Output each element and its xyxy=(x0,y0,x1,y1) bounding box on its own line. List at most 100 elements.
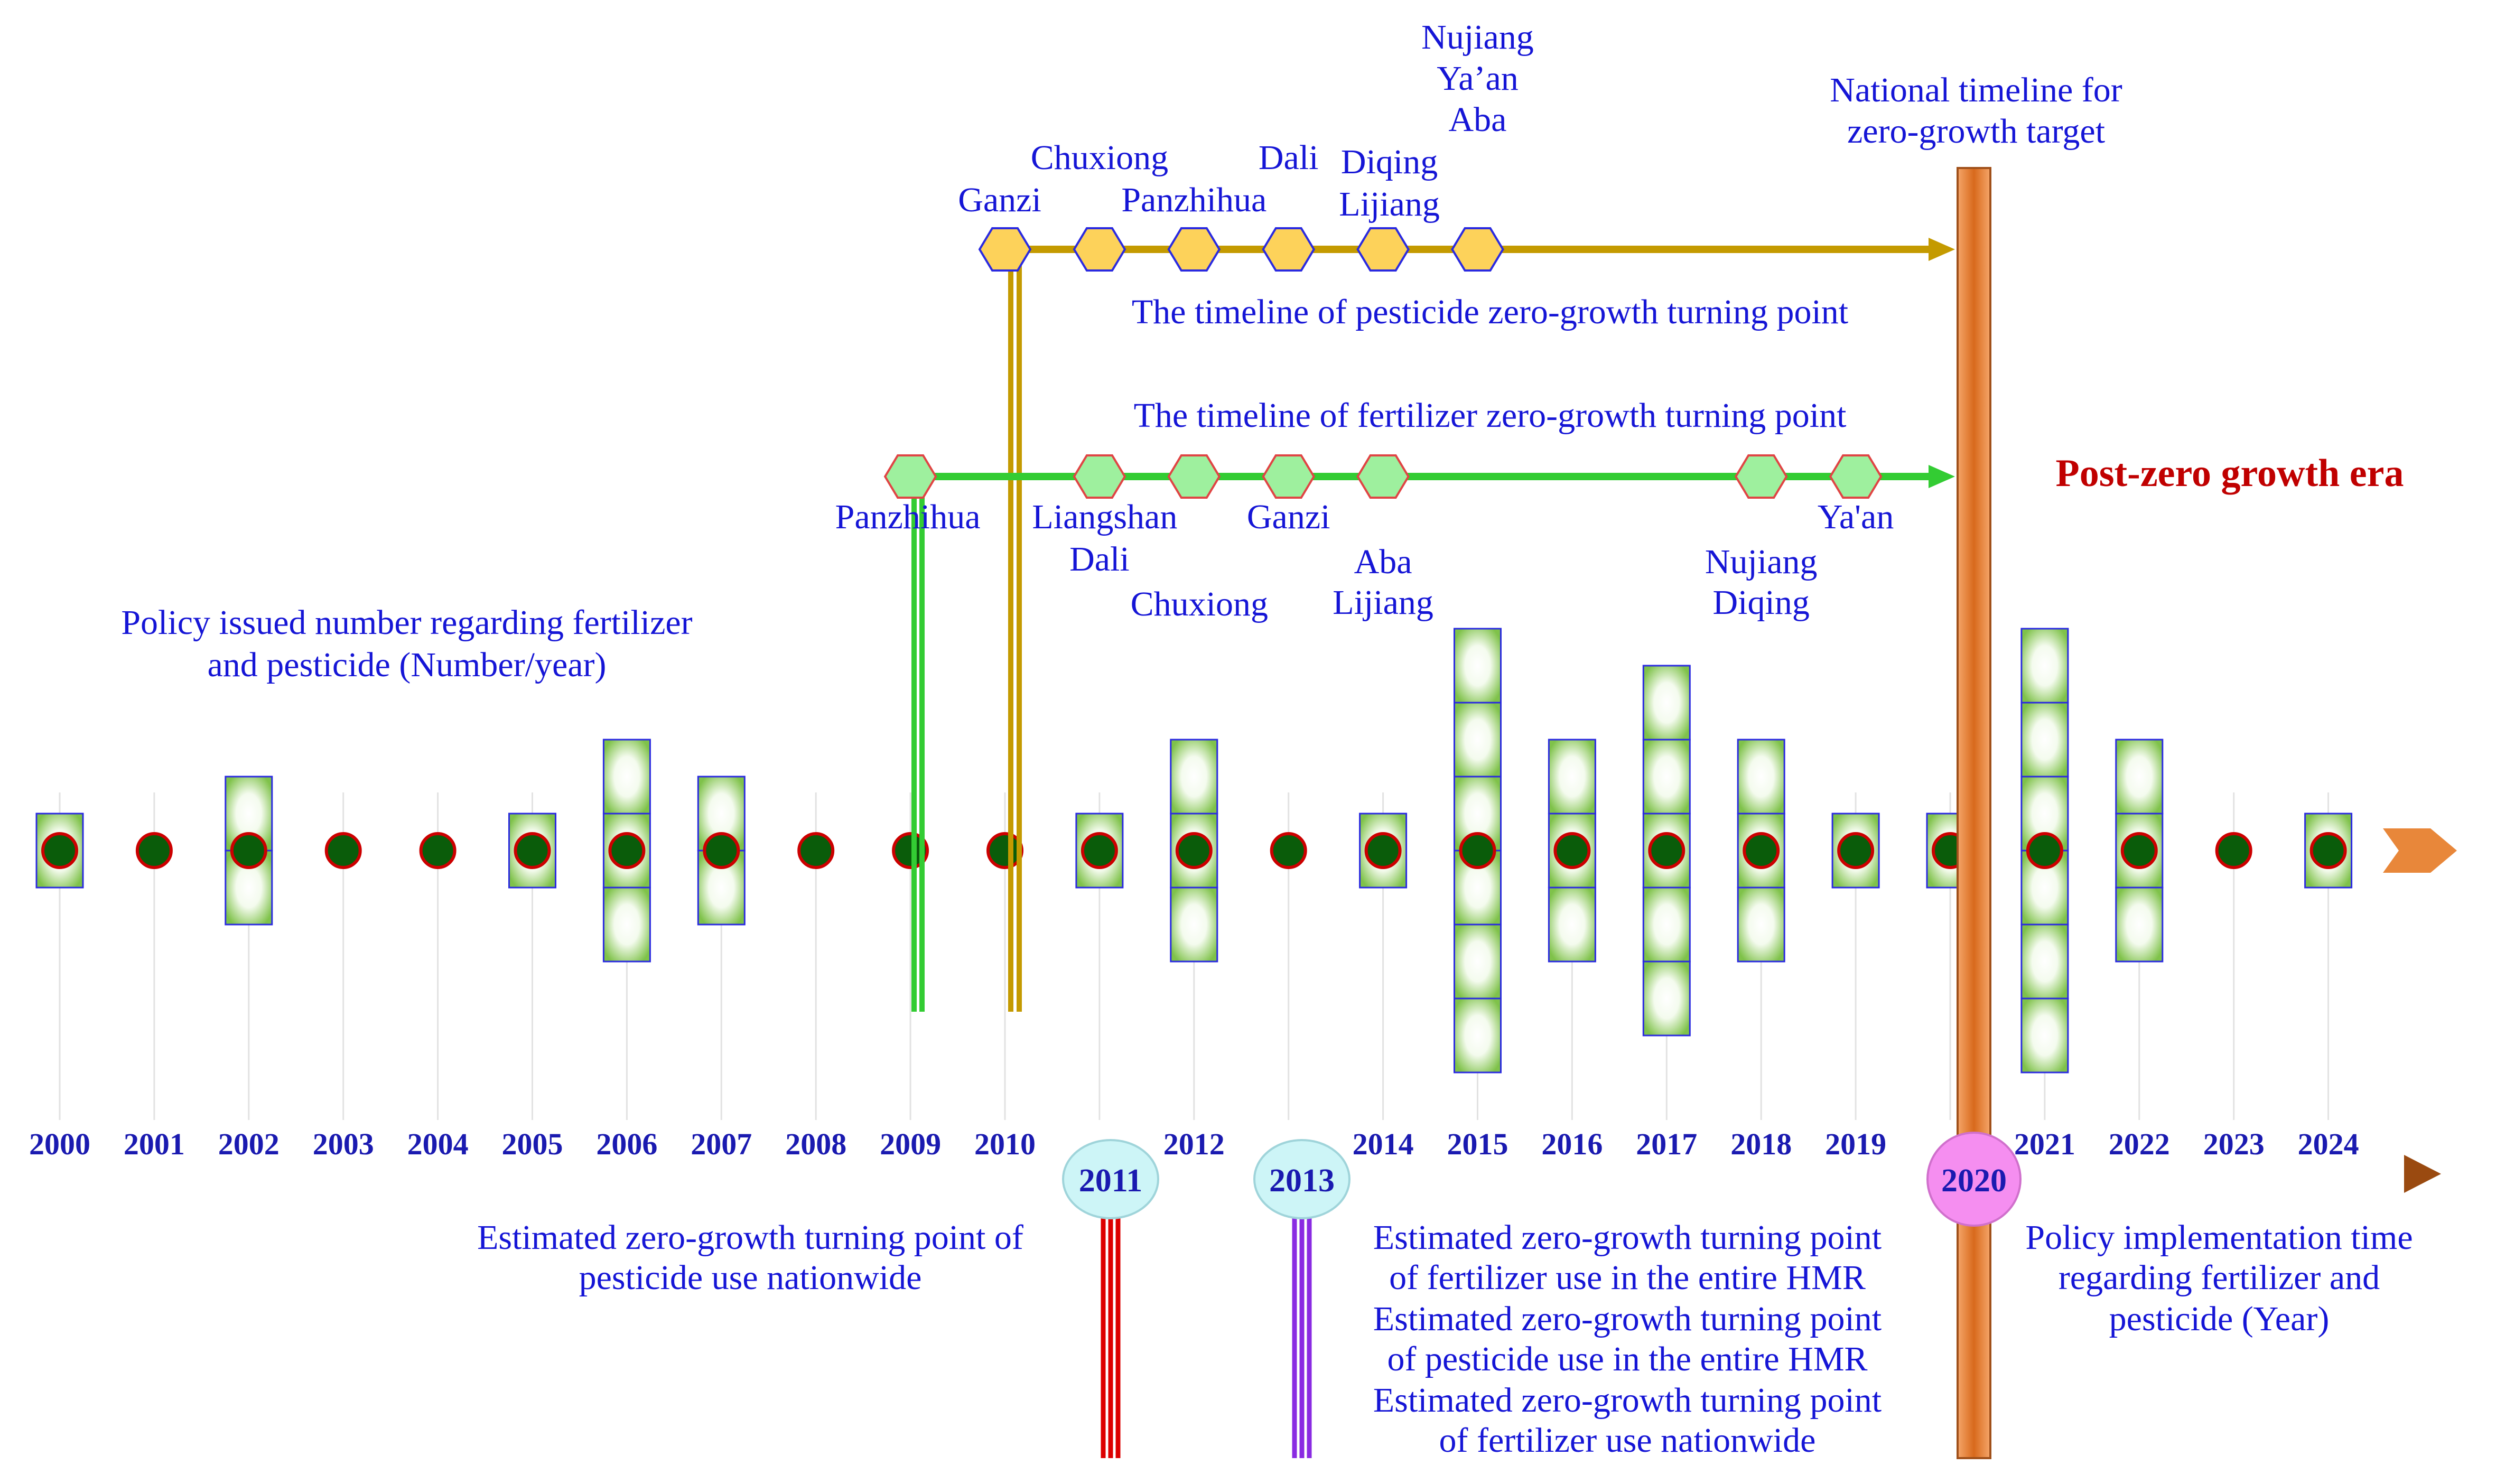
fertilizer-point-2013 xyxy=(1262,454,1316,499)
pesticide-region-2011-0: Chuxiong xyxy=(1031,138,1168,177)
fertilizer-region-2014-1: Lijiang xyxy=(1333,583,1433,622)
fertilizer-region-2012-0: Chuxiong xyxy=(1131,585,1268,623)
implementation-title-2: regarding fertilizer and xyxy=(2059,1258,2380,1297)
implementation-title-3: pesticide (Year) xyxy=(2109,1300,2330,1338)
year-label-2009: 2009 xyxy=(880,1127,941,1161)
national-target-title-2: zero-growth target xyxy=(1847,112,2105,151)
year-label-2022: 2022 xyxy=(2109,1127,2170,1161)
fertilizer-hexagons xyxy=(883,454,1883,499)
est-2013-line-2: of fertilizer use in the entire HMR xyxy=(1389,1258,1866,1297)
policy-box-2021 xyxy=(2020,628,2069,704)
fertilizer-region-2019-0: Ya'an xyxy=(1818,498,1894,536)
connector-2013 xyxy=(1292,1189,1312,1458)
year-dot-2004 xyxy=(419,832,457,869)
year-dot-2013 xyxy=(1270,832,1307,869)
year-dot-2017 xyxy=(1648,832,1685,869)
year-dot-2003 xyxy=(324,832,362,869)
fertilizer-region-2018-1: Diqing xyxy=(1713,583,1810,622)
policy-box-2016 xyxy=(1548,886,1596,963)
pesticide-region-2012-0: Panzhihua xyxy=(1121,181,1266,219)
year-label-2024: 2024 xyxy=(2298,1127,2359,1161)
policy-box-2017 xyxy=(1642,665,1691,741)
est-pesticide-nationwide-1: Estimated zero-growth turning point of xyxy=(477,1218,1023,1257)
fertilizer-timeline-arrow xyxy=(1929,465,1955,488)
fertilizer-region-2009-0: Panzhihua xyxy=(835,498,981,536)
year-dot-2007 xyxy=(703,832,740,869)
policy-axis-arrowhead xyxy=(2383,828,2457,873)
policy-box-2017 xyxy=(1642,739,1691,815)
year-label-2019: 2019 xyxy=(1825,1127,1886,1161)
year-label-2000: 2000 xyxy=(29,1127,90,1161)
fertilizer-region-2011-1: Dali xyxy=(1069,540,1130,578)
year-label-2023: 2023 xyxy=(2203,1127,2265,1161)
policy-box-2015 xyxy=(1454,628,1502,704)
policy-box-2022 xyxy=(2115,886,2164,963)
est-2013-line-1: Estimated zero-growth turning point xyxy=(1373,1218,1882,1257)
pesticide-point-2012 xyxy=(1167,227,1221,272)
est-2013-line-5: Estimated zero-growth turning point xyxy=(1373,1381,1882,1420)
policy-box-2006 xyxy=(602,739,651,815)
pesticide-region-2015-1: Ya’an xyxy=(1437,59,1519,98)
policy-boxes xyxy=(35,628,2353,1074)
year-2011-label: 2011 xyxy=(1079,1163,1143,1199)
pesticide-point-2013 xyxy=(1262,227,1316,272)
year-dot-2001 xyxy=(135,832,173,869)
fertilizer-region-2018-0: Nujiang xyxy=(1705,543,1818,581)
pesticide-region-2014-1: Lijiang xyxy=(1339,185,1440,223)
policy-box-2012 xyxy=(1170,739,1218,815)
year-dot-2006 xyxy=(608,832,646,869)
policy-box-2017 xyxy=(1642,886,1691,963)
fertilizer-point-2012 xyxy=(1167,454,1221,499)
year-dot-2005 xyxy=(514,832,551,869)
connector-2011 xyxy=(1101,1189,1121,1458)
fertilizer-point-2014 xyxy=(1356,454,1410,499)
year-dot-2009 xyxy=(892,832,929,869)
national-target-title-1: National timeline for xyxy=(1830,71,2122,109)
pesticide-point-2011 xyxy=(1073,227,1126,272)
year-label-2003: 2003 xyxy=(313,1127,374,1161)
policy-box-2006 xyxy=(602,886,651,963)
policy-box-2015 xyxy=(1454,997,1502,1074)
year-dot-2000 xyxy=(41,832,78,869)
year-dot-2021 xyxy=(2026,832,2063,869)
year-label-2001: 2001 xyxy=(124,1127,185,1161)
pesticide-hexagons xyxy=(978,227,1504,272)
year-label-2004: 2004 xyxy=(407,1127,469,1161)
fertilizer-timeline-title: The timeline of fertilizer zero-growth t… xyxy=(1134,396,1847,435)
year-dot-2014 xyxy=(1364,832,1402,869)
year-dots xyxy=(41,832,2347,869)
fertilizer-region-2014-0: Aba xyxy=(1354,543,1412,581)
pesticide-region-2013-0: Dali xyxy=(1259,138,1319,177)
pesticide-region-2015-0: Nujiang xyxy=(1421,18,1534,57)
year-dot-2015 xyxy=(1459,832,1496,869)
year-label-2005: 2005 xyxy=(502,1127,563,1161)
fertilizer-point-2009 xyxy=(883,454,937,499)
est-2013-line-6: of fertilizer use nationwide xyxy=(1439,1421,1816,1460)
pesticide-point-2015 xyxy=(1451,227,1504,272)
policy-box-2016 xyxy=(1548,739,1596,815)
year-label-2018: 2018 xyxy=(1730,1127,1792,1161)
year-2020-marker xyxy=(1926,1132,2022,1227)
pesticide-point-2014 xyxy=(1356,227,1410,272)
policy-box-2012 xyxy=(1170,886,1218,963)
fertilizer-region-2011-0: Liangshan xyxy=(1032,498,1177,536)
fertilizer-point-2011 xyxy=(1073,454,1126,499)
year-label-2008: 2008 xyxy=(785,1127,846,1161)
year-2011-marker xyxy=(1062,1139,1159,1219)
year-dot-2024 xyxy=(2309,832,2347,869)
post-zero-growth-era: Post-zero growth era xyxy=(2056,452,2404,495)
year-label-2021: 2021 xyxy=(2014,1127,2075,1161)
pesticide-region-2015-2: Aba xyxy=(1449,100,1507,139)
fertilizer-region-2013-0: Ganzi xyxy=(1247,498,1330,536)
year-dot-2002 xyxy=(230,832,267,869)
pesticide-timeline-title: The timeline of pesticide zero-growth tu… xyxy=(1132,293,1848,331)
year-dot-2023 xyxy=(2215,832,2252,869)
policy-box-2021 xyxy=(2020,997,2069,1074)
fertilizer-connector xyxy=(911,478,925,1012)
region-labels: Ganzi Chuxiong Panzhihua Dali Diqing Lijiang N… xyxy=(835,18,1894,623)
year-dot-2019 xyxy=(1837,832,1875,869)
pesticide-point-2010 xyxy=(978,227,1032,272)
policy-box-2015 xyxy=(1454,702,1502,778)
